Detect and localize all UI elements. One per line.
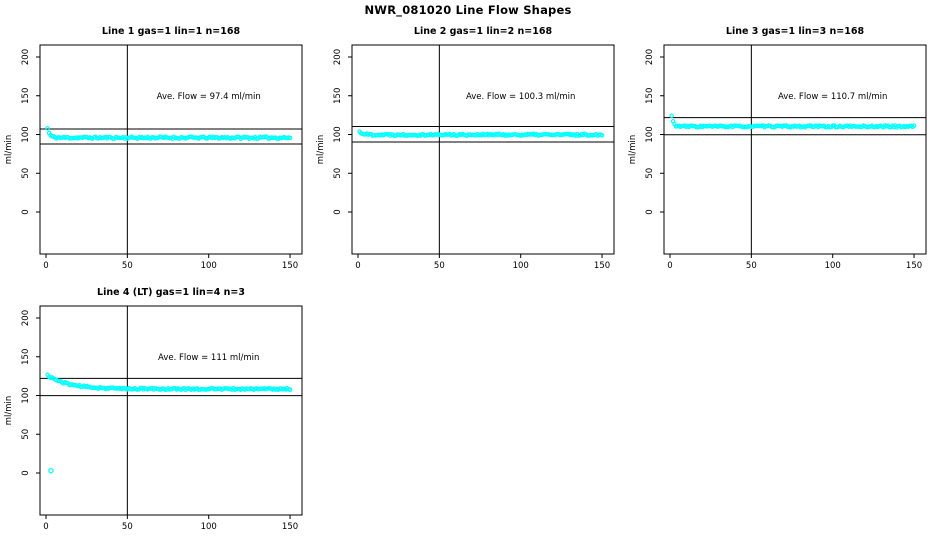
x-tick-label: 50 — [434, 261, 445, 271]
panel-line3: 0 50 100 150 0 50 100 150 200 ml/min Line 3 gas=1 … — [624, 18, 936, 279]
y-axis-label: ml/min — [316, 135, 326, 165]
y-tick-label: 0 — [645, 209, 655, 214]
page-title: NWR_081020 Line Flow Shapes — [364, 3, 572, 17]
data-point — [669, 113, 674, 119]
x-tick-label: 50 — [746, 261, 757, 271]
panel-title: Line 3 gas=1 lin=3 n=168 — [726, 26, 865, 37]
y-tick-label: 200 — [21, 49, 31, 65]
panel-title: Line 4 (LT) gas=1 lin=4 n=3 — [97, 287, 245, 298]
x-tick-label: 0 — [355, 261, 360, 271]
x-tick-label: 150 — [594, 261, 610, 271]
y-tick-label: 100 — [333, 126, 343, 142]
y-tick-label: 150 — [21, 88, 31, 104]
data-points — [45, 372, 293, 474]
data-points — [45, 126, 293, 141]
data-points — [357, 129, 605, 138]
data-point — [911, 123, 917, 128]
y-axis-label: ml/min — [628, 135, 638, 165]
y-tick-label: 50 — [333, 168, 343, 179]
y-tick-label: 0 — [21, 209, 31, 214]
y-tick-label: 0 — [21, 470, 31, 475]
y-tick-label: 100 — [21, 387, 31, 403]
panel-grid: 0 50 100 150 0 50 100 150 200 ml/min Line 1 gas=1 … — [0, 18, 936, 540]
data-points — [669, 113, 917, 130]
plot-box — [663, 44, 927, 255]
x-tick-label: 100 — [513, 261, 529, 271]
x-tick-label: 50 — [122, 522, 133, 532]
y-tick-label: 100 — [645, 126, 655, 142]
y-tick-label: 0 — [333, 209, 343, 214]
x-tick-label: 150 — [282, 522, 298, 532]
x-tick-label: 0 — [43, 261, 48, 271]
x-tick-label: 50 — [122, 261, 133, 271]
x-tick-label: 0 — [667, 261, 672, 271]
y-tick-label: 50 — [21, 429, 31, 440]
data-point — [287, 387, 293, 392]
subplot-line3: 0 50 100 150 0 50 100 150 200 ml/min Line 3 gas=1 … — [628, 26, 927, 271]
y-axis-label: ml/min — [4, 135, 14, 165]
panel-line4: 0 50 100 150 0 50 100 150 200 ml/min Line 4 (LT) g… — [0, 279, 312, 540]
x-tick-label: 100 — [201, 261, 217, 271]
x-tick-label: 100 — [201, 522, 217, 532]
subplot-line4: 0 50 100 150 0 50 100 150 200 ml/min Line 4 (LT) g… — [4, 287, 303, 532]
y-axis-label: ml/min — [4, 396, 14, 426]
plot-box — [39, 305, 303, 516]
y-tick-label: 100 — [21, 126, 31, 142]
ave-flow-annotation: Ave. Flow = 100.3 ml/min — [466, 92, 575, 102]
y-tick-label: 150 — [21, 349, 31, 365]
y-tick-label: 200 — [21, 310, 31, 326]
ave-flow-annotation: Ave. Flow = 110.7 ml/min — [778, 92, 887, 102]
y-tick-label: 200 — [645, 49, 655, 65]
outlier-point — [48, 467, 54, 474]
y-tick-label: 150 — [645, 88, 655, 104]
x-tick-label: 150 — [906, 261, 922, 271]
y-tick-label: 150 — [333, 88, 343, 104]
panel-line2: 0 50 100 150 0 50 100 150 200 ml/min Line 2 gas=1 … — [312, 18, 624, 279]
panel-line1: 0 50 100 150 0 50 100 150 200 ml/min Line 1 gas=1 … — [0, 18, 312, 279]
ave-flow-annotation: Ave. Flow = 111 ml/min — [158, 353, 259, 363]
data-point — [45, 126, 50, 131]
y-tick-label: 200 — [333, 49, 343, 65]
subplot-line2: 0 50 100 150 0 50 100 150 200 ml/min Line 2 gas=1 … — [316, 26, 615, 271]
plot-box — [351, 44, 615, 255]
panel-title: Line 2 gas=1 lin=2 n=168 — [414, 26, 553, 37]
ave-flow-annotation: Ave. Flow = 97.4 ml/min — [157, 92, 261, 102]
plot-box — [39, 44, 303, 255]
x-tick-label: 100 — [825, 261, 841, 271]
data-point — [599, 133, 605, 138]
panel-title: Line 1 gas=1 lin=1 n=168 — [102, 26, 241, 37]
y-tick-label: 50 — [645, 168, 655, 179]
x-tick-label: 0 — [43, 522, 48, 532]
empty-cell — [624, 279, 936, 540]
y-tick-label: 50 — [21, 168, 31, 179]
x-tick-label: 150 — [282, 261, 298, 271]
subplot-line1: 0 50 100 150 0 50 100 150 200 ml/min Line 1 gas=1 … — [4, 26, 303, 271]
empty-cell — [312, 279, 624, 540]
data-point — [287, 135, 293, 141]
